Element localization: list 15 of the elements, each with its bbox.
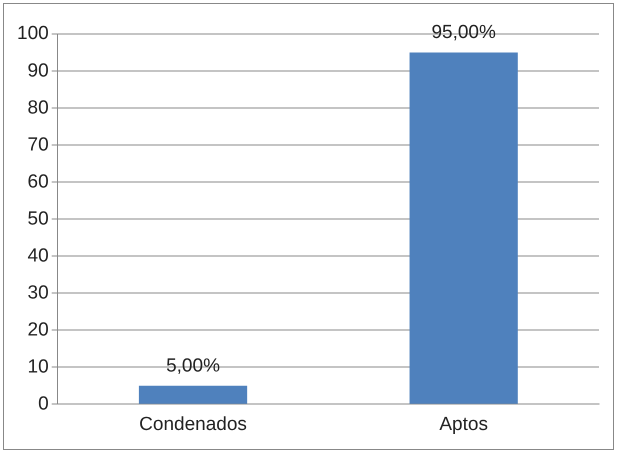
y-tick-label: 90	[28, 60, 49, 82]
y-tick-label: 20	[28, 319, 49, 340]
x-tick-label: Condenados	[139, 414, 247, 435]
data-label: 95,00%	[431, 22, 496, 44]
y-tick-label: 70	[28, 134, 49, 156]
x-tick-label: Aptos	[439, 414, 488, 435]
data-label: 5,00%	[166, 355, 220, 376]
y-tick-label: 80	[28, 97, 49, 118]
y-tick-label: 100	[17, 23, 49, 44]
y-tick-label: 0	[38, 393, 49, 414]
y-tick-label: 30	[28, 282, 49, 304]
y-tick-label: 10	[28, 356, 49, 378]
y-tick-label: 40	[28, 245, 49, 266]
y-tick-label: 50	[28, 208, 49, 230]
y-tick-label: 60	[28, 171, 49, 192]
